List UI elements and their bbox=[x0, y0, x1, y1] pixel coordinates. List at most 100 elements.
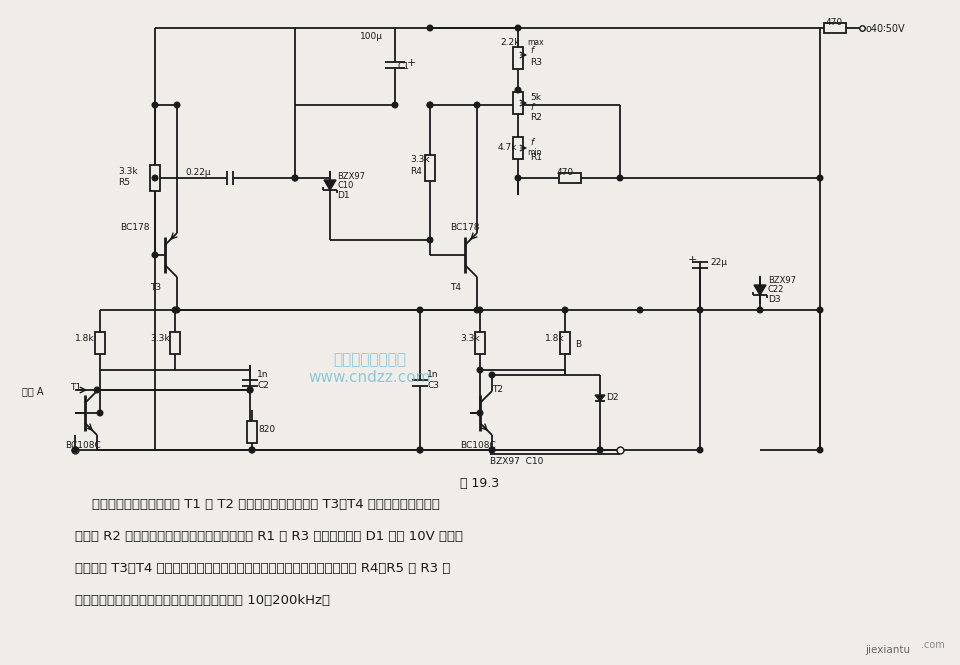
Circle shape bbox=[250, 447, 254, 453]
Circle shape bbox=[418, 307, 422, 313]
Circle shape bbox=[516, 87, 520, 93]
Text: 0.22μ: 0.22μ bbox=[185, 168, 210, 177]
Text: T1: T1 bbox=[70, 383, 82, 392]
Bar bbox=[560, 332, 570, 354]
Text: 限定最大允许的输入电流。该电路频率范围约为 10～200kHz。: 限定最大允许的输入电流。该电路频率范围约为 10～200kHz。 bbox=[75, 594, 330, 607]
Bar bbox=[150, 165, 160, 191]
Circle shape bbox=[427, 102, 433, 108]
Text: 1n: 1n bbox=[257, 370, 269, 379]
Text: T2: T2 bbox=[492, 385, 503, 394]
Text: D1: D1 bbox=[337, 191, 349, 200]
Text: D2: D2 bbox=[606, 393, 618, 402]
Text: BZX97  C10: BZX97 C10 bbox=[490, 457, 543, 466]
Circle shape bbox=[174, 307, 180, 313]
Circle shape bbox=[393, 102, 397, 108]
Text: C10: C10 bbox=[337, 181, 353, 190]
Text: jiexiantu: jiexiantu bbox=[865, 645, 910, 655]
Circle shape bbox=[817, 307, 823, 313]
Text: o40∶50V: o40∶50V bbox=[866, 24, 905, 34]
Circle shape bbox=[153, 175, 157, 181]
Circle shape bbox=[490, 447, 494, 453]
Text: 3.3k: 3.3k bbox=[410, 155, 430, 164]
Text: 1n: 1n bbox=[427, 370, 439, 379]
Text: 2.2k: 2.2k bbox=[500, 38, 519, 47]
Circle shape bbox=[474, 307, 480, 313]
Text: R5: R5 bbox=[118, 178, 130, 187]
Circle shape bbox=[248, 387, 252, 393]
Text: C1: C1 bbox=[398, 62, 410, 71]
Text: R1: R1 bbox=[530, 153, 542, 162]
Circle shape bbox=[817, 175, 823, 181]
Circle shape bbox=[697, 447, 703, 453]
Text: BC178: BC178 bbox=[120, 223, 150, 232]
Circle shape bbox=[697, 307, 703, 313]
Bar bbox=[475, 332, 485, 354]
Circle shape bbox=[94, 387, 100, 393]
Text: 电位器 R2 调整，频率下限和上限分别由电位器 R1 和 R3 调整。稳压管 D1 提供 10V 的稳定: 电位器 R2 调整，频率下限和上限分别由电位器 R1 和 R3 调整。稳压管 D… bbox=[75, 530, 463, 543]
Text: R3: R3 bbox=[530, 58, 542, 67]
Text: 电压加至 T3、T4 的基极，以便在电压变化时稳定调好的频率。发射极电阵 R4、R5 和 R3 可: 电压加至 T3、T4 的基极，以便在电压变化时稳定调好的频率。发射极电阵 R4、… bbox=[75, 562, 450, 575]
Circle shape bbox=[757, 307, 763, 313]
Bar bbox=[513, 92, 523, 114]
Circle shape bbox=[474, 102, 480, 108]
Circle shape bbox=[477, 410, 483, 416]
Text: 输出 A: 输出 A bbox=[22, 386, 43, 396]
Text: D3: D3 bbox=[768, 295, 780, 304]
Circle shape bbox=[174, 102, 180, 108]
Text: B: B bbox=[575, 340, 581, 349]
Text: R2: R2 bbox=[530, 113, 541, 122]
Circle shape bbox=[292, 175, 298, 181]
Circle shape bbox=[418, 447, 422, 453]
Text: +: + bbox=[688, 255, 697, 265]
Text: 100μ: 100μ bbox=[360, 32, 383, 41]
Text: 该电路信号发生器采用由 T1 和 T2 构成的多谐振荡器，由 T3、T4 产生恒流源。电流由: 该电路信号发生器采用由 T1 和 T2 构成的多谐振荡器，由 T3、T4 产生恒… bbox=[75, 498, 440, 511]
Circle shape bbox=[617, 175, 623, 181]
Bar bbox=[247, 421, 257, 443]
Text: C22: C22 bbox=[768, 285, 784, 294]
Text: BC108C: BC108C bbox=[460, 441, 495, 450]
Polygon shape bbox=[324, 180, 336, 190]
Text: 5k: 5k bbox=[530, 93, 541, 102]
Bar bbox=[95, 332, 105, 354]
Text: T4: T4 bbox=[450, 283, 461, 292]
Bar bbox=[559, 173, 581, 183]
Text: f: f bbox=[530, 138, 533, 147]
Text: +: + bbox=[407, 58, 417, 68]
Circle shape bbox=[597, 447, 603, 453]
Circle shape bbox=[172, 307, 178, 313]
Bar bbox=[170, 332, 180, 354]
Circle shape bbox=[516, 175, 520, 181]
Circle shape bbox=[597, 447, 603, 453]
Text: 470: 470 bbox=[826, 18, 843, 27]
Circle shape bbox=[250, 447, 254, 453]
Text: C2: C2 bbox=[257, 381, 269, 390]
Circle shape bbox=[97, 410, 103, 416]
Circle shape bbox=[563, 307, 567, 313]
Circle shape bbox=[427, 237, 433, 243]
Circle shape bbox=[477, 367, 483, 373]
Text: 4.7k: 4.7k bbox=[498, 143, 517, 152]
Circle shape bbox=[418, 447, 422, 453]
Text: 3.3k: 3.3k bbox=[118, 167, 137, 176]
Text: C3: C3 bbox=[427, 381, 439, 390]
Bar bbox=[513, 47, 523, 69]
Text: 图 19.3: 图 19.3 bbox=[461, 477, 499, 490]
Circle shape bbox=[490, 372, 494, 378]
Polygon shape bbox=[595, 395, 605, 401]
Circle shape bbox=[427, 102, 433, 108]
Circle shape bbox=[817, 447, 823, 453]
Text: BZX97: BZX97 bbox=[768, 276, 796, 285]
Text: T3: T3 bbox=[150, 283, 161, 292]
Text: BC108C: BC108C bbox=[65, 441, 101, 450]
Circle shape bbox=[72, 447, 78, 453]
Text: 3.3k: 3.3k bbox=[150, 334, 170, 343]
Circle shape bbox=[292, 175, 298, 181]
Text: max: max bbox=[527, 38, 543, 47]
Text: 杭州虚谷德昂公司: 杭州虚谷德昂公司 bbox=[333, 352, 406, 368]
Bar bbox=[824, 23, 846, 33]
Polygon shape bbox=[754, 285, 766, 295]
Text: 470: 470 bbox=[557, 168, 574, 177]
Text: f: f bbox=[530, 103, 533, 112]
Bar bbox=[513, 137, 523, 159]
Text: 1.8k: 1.8k bbox=[545, 334, 564, 343]
